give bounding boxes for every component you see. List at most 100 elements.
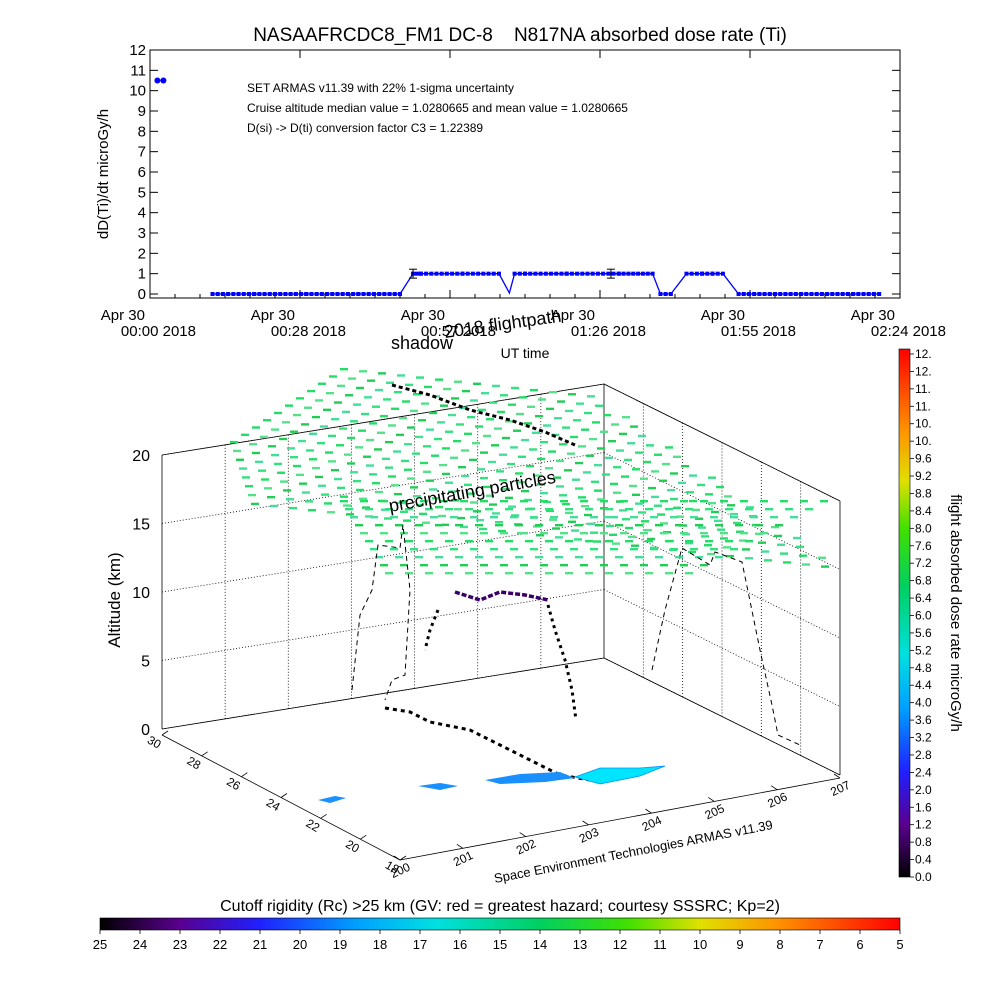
precip-mark: [470, 548, 478, 551]
precip-mark: [480, 500, 488, 503]
precip-mark: [365, 515, 373, 518]
precip-mark: [532, 431, 540, 435]
dose-colorbar-ticks: 0.0 0.4 0.8 1.2 1.6 2.0 2.4 2.8 3.2 3.6 4.0 4.4 4.8 5…: [910, 347, 932, 884]
precip-mark: [600, 430, 608, 433]
precip-mark: [645, 572, 653, 575]
rigidity-tick-label: 9: [736, 937, 743, 952]
precip-mark: [486, 494, 494, 497]
precip-mark: [740, 500, 748, 503]
precip-mark: [339, 427, 347, 430]
dose-rate-marker: [414, 271, 419, 276]
dose-rate-marker: [455, 271, 460, 276]
precip-mark: [455, 524, 463, 527]
precip-mark: [559, 494, 567, 497]
precip-mark: [445, 481, 453, 484]
dose-rate-marker: [799, 292, 804, 296]
precip-mark: [397, 501, 405, 505]
precip-mark: [600, 564, 608, 567]
precip-mark: [375, 524, 383, 527]
precip-mark: [521, 489, 529, 493]
precip-mark: [483, 485, 491, 489]
precip-mark: [460, 532, 468, 535]
precip-mark: [630, 548, 638, 551]
precip-mark: [686, 491, 694, 494]
precip-mark: [530, 516, 538, 519]
precip-mark: [549, 390, 557, 394]
precip-mark: [680, 564, 688, 567]
precip-mark: [255, 460, 263, 464]
annotation-line: Cruise altitude median value = 1.0280665…: [247, 101, 628, 115]
precip-mark: [755, 524, 763, 527]
precip-mark: [483, 434, 491, 438]
precip-mark: [489, 401, 497, 404]
precip-mark: [700, 564, 708, 567]
colorbar-tick-label: 7.6: [915, 539, 932, 553]
precip-mark: [450, 516, 458, 519]
precip-mark: [309, 458, 317, 461]
dose-rate-marker: [439, 271, 444, 276]
dose-rate-marker: [741, 292, 746, 296]
precip-mark: [307, 389, 315, 393]
precip-mark: [236, 458, 244, 461]
precip-mark: [344, 453, 352, 456]
precip-mark: [353, 479, 361, 483]
precip-mark: [435, 378, 443, 381]
precip-mark: [746, 506, 754, 509]
shadow-left-wall: [351, 524, 411, 701]
precip-mark: [508, 403, 516, 406]
precip-mark: [771, 525, 779, 529]
precip-mark: [394, 390, 402, 394]
precip-mark: [770, 516, 778, 519]
precip-mark: [755, 532, 763, 536]
dose-rate-marker: [273, 292, 277, 296]
precip-mark: [540, 441, 548, 444]
precip-mark: [476, 518, 484, 522]
precip-mark: [242, 476, 250, 479]
precip-mark: [505, 420, 513, 423]
dose-rate-marker: [845, 292, 850, 296]
precip-mark: [660, 500, 668, 503]
colorbar-tick-label: 2.4: [915, 765, 932, 779]
precip-mark: [613, 466, 621, 469]
precip-mark: [521, 438, 529, 442]
precip-mark: [285, 404, 293, 407]
rigidity-colorbar-ticks: 25 24 23 22 21 20 19 18 17 16 15 14 13 12 11 10 9 8 7 6 5: [93, 930, 904, 952]
dose-rate-marker: [325, 292, 330, 296]
precip-mark: [353, 403, 361, 406]
precip-mark: [594, 463, 602, 467]
precip-mark: [399, 416, 407, 420]
precip-mark: [467, 492, 475, 495]
dose-rate-marker: [470, 271, 475, 276]
precip-mark: [439, 463, 447, 467]
precip-mark: [695, 556, 703, 559]
dose-rate-marker: [611, 271, 616, 276]
precip-mark: [358, 429, 366, 432]
precip-mark: [464, 432, 472, 436]
precip-mark: [263, 419, 271, 422]
precip-mark: [443, 387, 451, 391]
precip-mark: [279, 437, 287, 441]
precip-mark: [645, 508, 653, 511]
dose-rate-marker: [626, 271, 631, 276]
precip-mark: [635, 451, 643, 454]
precip-mark: [459, 406, 467, 409]
colorbar-tick-label: 8.4: [915, 504, 932, 518]
precip-mark: [350, 516, 358, 519]
precip-mark: [270, 504, 278, 508]
precip-mark: [735, 524, 743, 527]
legend-marker: [160, 77, 167, 84]
precip-mark: [400, 500, 408, 503]
precip-mark: [366, 438, 374, 442]
precip-mark: [697, 483, 705, 487]
dose-rate-marker: [720, 271, 725, 276]
dose-rate-marker: [585, 271, 590, 276]
precip-mark: [518, 481, 526, 484]
precip-mark: [460, 500, 468, 503]
precip-mark: [394, 492, 402, 496]
precip-mark: [613, 491, 621, 494]
precip-mark: [296, 397, 304, 400]
precip-mark: [742, 548, 750, 551]
x-tick-label-time: 02:24 2018: [871, 323, 946, 340]
rigidity-tick-label: 14: [533, 937, 547, 952]
precip-mark: [543, 424, 551, 427]
